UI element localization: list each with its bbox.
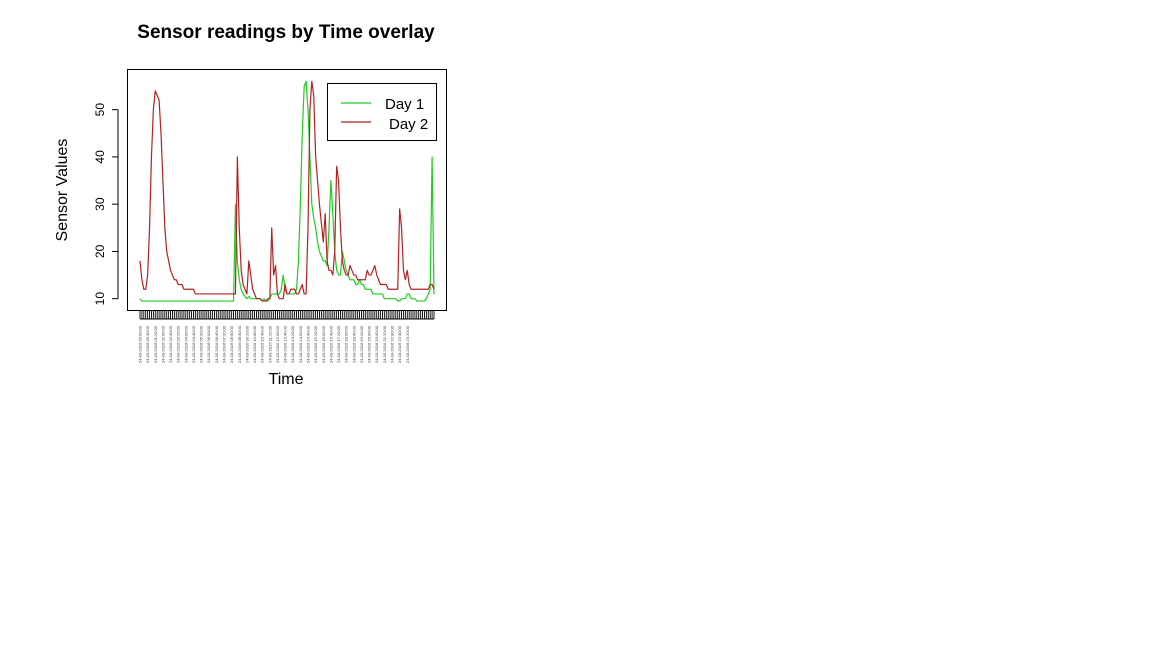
x-tick-label: 24-03-2016 02:00:00 <box>160 325 165 363</box>
x-tick-label: 24-03-2016 20:00:00 <box>367 325 372 363</box>
x-tick-label: 24-03-2016 14:40:00 <box>306 325 311 363</box>
x-tick-label: 24-03-2016 01:20:00 <box>153 325 158 363</box>
y-tick-label: 20 <box>93 244 107 258</box>
legend: Day 1 Day 2 <box>327 83 437 141</box>
x-tick-label: 24-03-2016 18:40:00 <box>351 325 356 363</box>
x-tick-label: 24-03-2016 02:40:00 <box>168 325 173 363</box>
x-tick-label: 24-03-2016 19:20:00 <box>359 325 364 363</box>
x-tick-label: 24-03-2016 05:20:00 <box>199 325 204 363</box>
series-line-day-2 <box>139 80 435 302</box>
x-tick-label: 24-03-2016 23:20:00 <box>405 325 410 363</box>
y-tick-label: 10 <box>93 292 107 306</box>
y-axis-label: Sensor Values <box>54 139 71 242</box>
x-tick-label: 24-03-2016 08:40:00 <box>237 325 242 363</box>
x-tick-label: 24-03-2016 22:00:00 <box>390 325 395 363</box>
y-axis: 10 20 30 40 50 <box>93 103 119 306</box>
plot-area <box>127 69 447 311</box>
x-tick-label: 24-03-2016 03:20:00 <box>176 325 181 363</box>
x-tick-label: 24-03-2016 21:20:00 <box>382 325 387 363</box>
legend-label-day-1: Day 1 <box>385 96 424 113</box>
y-tick-label: 50 <box>93 103 107 117</box>
x-tick-label: 24-03-2016 18:00:00 <box>344 325 349 363</box>
x-tick-label: 24-03-2016 10:40:00 <box>260 325 265 363</box>
x-tick-label: 24-03-2016 07:20:00 <box>222 325 227 363</box>
chart-title: Sensor readings by Time overlay <box>137 22 435 43</box>
x-axis-label: Time <box>269 371 304 388</box>
legend-label-day-2: Day 2 <box>389 116 428 133</box>
x-tick-label: 24-03-2016 04:40:00 <box>191 325 196 363</box>
x-tick-label: 24-03-2016 20:40:00 <box>374 325 379 363</box>
x-axis: 24-03-2016 00:00:00 24-03-2016 00:40:00 24… <box>138 311 435 363</box>
x-tick-label: 24-03-2016 08:00:00 <box>229 325 234 363</box>
x-tick-label: 24-03-2016 09:20:00 <box>244 325 249 363</box>
x-tick-label: 24-03-2016 15:20:00 <box>313 325 318 363</box>
y-tick-label: 30 <box>93 197 107 211</box>
x-tick-label: 24-03-2016 13:20:00 <box>290 325 295 363</box>
x-tick-label: 24-03-2016 22:40:00 <box>397 325 402 363</box>
series-layer <box>139 80 435 302</box>
x-tick-label: 24-03-2016 04:00:00 <box>183 325 188 363</box>
x-tick-label: 24-03-2016 00:00:00 <box>138 325 143 363</box>
x-tick-label: 24-03-2016 11:20:00 <box>267 325 272 363</box>
x-tick-label: 24-03-2016 14:00:00 <box>298 325 303 363</box>
y-tick-label: 40 <box>93 150 107 164</box>
x-tick-label: 24-03-2016 06:40:00 <box>214 325 219 363</box>
x-tick-label: 24-03-2016 16:00:00 <box>321 325 326 363</box>
x-tick-label: 24-03-2016 06:00:00 <box>206 325 211 363</box>
x-tick-label: 24-03-2016 00:40:00 <box>145 325 150 363</box>
x-tick-label: 24-03-2016 10:00:00 <box>252 325 257 363</box>
x-tick-label: 24-03-2016 12:00:00 <box>275 325 280 363</box>
x-tick-label: 24-03-2016 16:40:00 <box>328 325 333 363</box>
legend-box <box>327 83 437 141</box>
plot-frame <box>127 69 447 311</box>
x-tick-label: 24-03-2016 17:20:00 <box>336 325 341 363</box>
x-tick-label: 24-03-2016 12:40:00 <box>283 325 288 363</box>
